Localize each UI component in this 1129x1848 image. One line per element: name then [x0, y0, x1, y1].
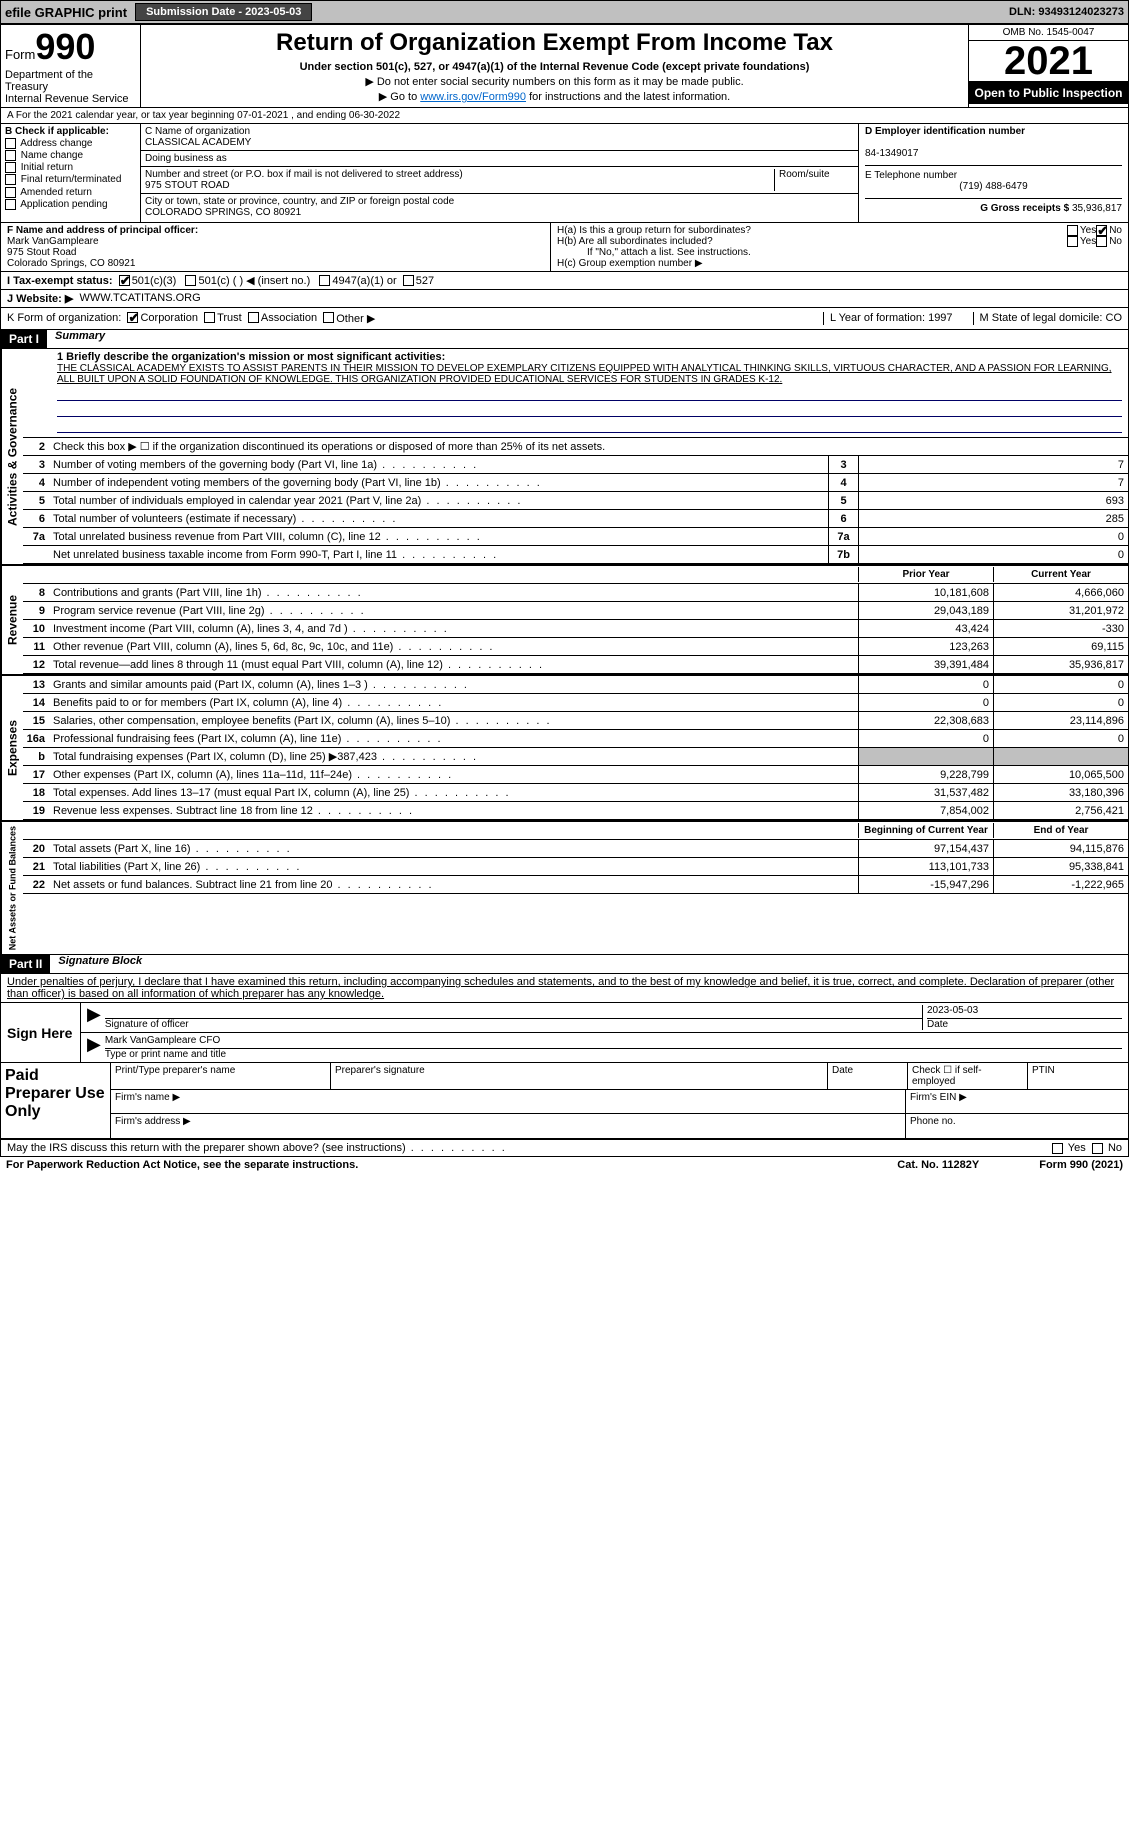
form-container: Form990 Department of the Treasury Inter… — [0, 24, 1129, 1157]
section-i: I Tax-exempt status: 501(c)(3) 501(c) ( … — [1, 271, 1128, 289]
summary-row: 22Net assets or fund balances. Subtract … — [23, 876, 1128, 894]
summary-row: 16aProfessional fundraising fees (Part I… — [23, 730, 1128, 748]
section-d: D Employer identification number84-13490… — [858, 124, 1128, 222]
section-c: C Name of organizationCLASSICAL ACADEMY … — [141, 124, 858, 222]
summary-row: 19Revenue less expenses. Subtract line 1… — [23, 802, 1128, 820]
checkbox-option[interactable]: Amended return — [5, 187, 136, 198]
topbar: efile GRAPHIC print Submission Date - 20… — [0, 0, 1129, 24]
part2-header: Part II — [1, 955, 50, 973]
revenue-label: Revenue — [1, 566, 23, 674]
summary-row: 8Contributions and grants (Part VIII, li… — [23, 584, 1128, 602]
checkbox-option[interactable]: Initial return — [5, 162, 136, 173]
summary-row: 6Total number of volunteers (estimate if… — [23, 510, 1128, 528]
summary-row: 13Grants and similar amounts paid (Part … — [23, 676, 1128, 694]
form-title: Return of Organization Exempt From Incom… — [149, 29, 960, 57]
summary-row: 14Benefits paid to or for members (Part … — [23, 694, 1128, 712]
checkbox-option[interactable]: Address change — [5, 138, 136, 149]
summary-row: 3Number of voting members of the governi… — [23, 456, 1128, 474]
submission-button[interactable]: Submission Date - 2023-05-03 — [135, 3, 312, 21]
tax-year: 2021 — [969, 41, 1128, 82]
note-link: ▶ Go to www.irs.gov/Form990 for instruct… — [149, 90, 960, 103]
summary-row: 11Other revenue (Part VIII, column (A), … — [23, 638, 1128, 656]
summary-row: 5Total number of individuals employed in… — [23, 492, 1128, 510]
expenses-label: Expenses — [1, 676, 23, 820]
summary-row: 7aTotal unrelated business revenue from … — [23, 528, 1128, 546]
checkbox-option[interactable]: Final return/terminated — [5, 174, 136, 185]
note-ssn: ▶ Do not enter social security numbers o… — [149, 75, 960, 88]
summary-row: 12Total revenue—add lines 8 through 11 (… — [23, 656, 1128, 674]
section-k: K Form of organization: Corporation Trus… — [1, 307, 1128, 330]
paid-preparer-label: Paid Preparer Use Only — [1, 1063, 111, 1138]
part1-header: Part I — [1, 330, 47, 348]
summary-row: 17Other expenses (Part IX, column (A), l… — [23, 766, 1128, 784]
dln-label: DLN: 93493124023273 — [1009, 6, 1124, 18]
footer-paperwork: For Paperwork Reduction Act Notice, see … — [0, 1157, 1129, 1173]
summary-row: 18Total expenses. Add lines 13–17 (must … — [23, 784, 1128, 802]
open-public: Open to Public Inspection — [969, 82, 1128, 104]
part2-title: Signature Block — [50, 955, 142, 973]
subtitle: Under section 501(c), 527, or 4947(a)(1)… — [149, 61, 960, 73]
checkbox-option[interactable]: Name change — [5, 150, 136, 161]
summary-row: 21Total liabilities (Part X, line 26)113… — [23, 858, 1128, 876]
netassets-label: Net Assets or Fund Balances — [1, 822, 23, 954]
row-a: A For the 2021 calendar year, or tax yea… — [1, 108, 1128, 124]
checkbox-option[interactable]: Application pending — [5, 199, 136, 210]
summary-row: 20Total assets (Part X, line 16)97,154,4… — [23, 840, 1128, 858]
section-b: B Check if applicable: Address change Na… — [1, 124, 141, 222]
form-number: Form990 — [5, 29, 136, 65]
summary-row: Net unrelated business taxable income fr… — [23, 546, 1128, 564]
section-h: H(a) Is this a group return for subordin… — [551, 223, 1128, 271]
footer-discuss: May the IRS discuss this return with the… — [1, 1139, 1128, 1156]
summary-row: 10Investment income (Part VIII, column (… — [23, 620, 1128, 638]
summary-row: 4Number of independent voting members of… — [23, 474, 1128, 492]
summary-row: bTotal fundraising expenses (Part IX, co… — [23, 748, 1128, 766]
dept-label: Department of the Treasury Internal Reve… — [5, 69, 136, 103]
governance-label: Activities & Governance — [1, 349, 23, 564]
summary-row: 15Salaries, other compensation, employee… — [23, 712, 1128, 730]
section-f: F Name and address of principal officer:… — [1, 223, 551, 271]
summary-row: 9Program service revenue (Part VIII, lin… — [23, 602, 1128, 620]
section-j: J Website: ▶ WWW.TCATITANS.ORG — [1, 289, 1128, 307]
irs-link[interactable]: www.irs.gov/Form990 — [420, 91, 526, 103]
part1-title: Summary — [47, 330, 105, 348]
penalty-text: Under penalties of perjury, I declare th… — [1, 974, 1128, 1002]
mission-block: 1 Briefly describe the organization's mi… — [23, 349, 1128, 438]
sign-here: Sign Here — [1, 1003, 81, 1062]
efile-label: efile GRAPHIC print — [5, 5, 127, 20]
